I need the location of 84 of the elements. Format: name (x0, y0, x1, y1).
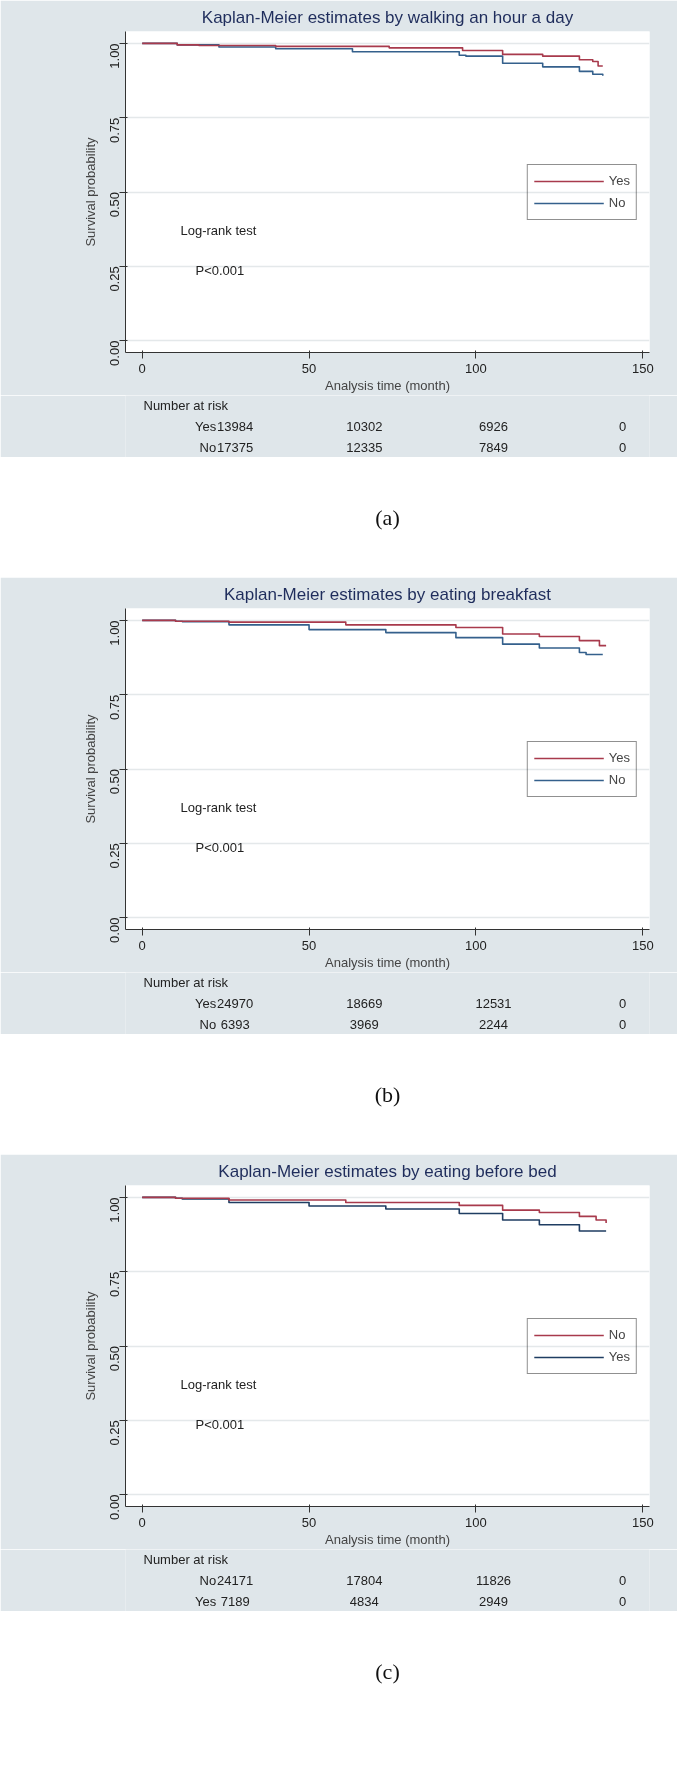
y-tick-label: 0.00 (107, 917, 122, 943)
text: 10302 (346, 419, 383, 434)
text: 2949 (479, 1593, 508, 1609)
text: No (608, 195, 627, 210)
text: (a) (375, 505, 400, 530)
text: 0 (619, 1593, 627, 1609)
x-tick-label: 0 (138, 937, 146, 953)
y-tick-label: 0.50 (107, 768, 122, 795)
y-axis-title: Survival probability (82, 713, 98, 824)
y-tick-label: 1.00 (107, 1197, 122, 1223)
x-tick-label: 50 (301, 1514, 317, 1530)
text: Yes (608, 173, 630, 188)
x-tick-label: 150 (631, 937, 654, 953)
y-tick-label: 0.75 (107, 694, 122, 720)
y-tick-label: 0.25 (107, 1420, 122, 1446)
y-tick-label: 1.00 (107, 620, 122, 646)
y-tick-label: 0.75 (107, 1271, 122, 1297)
text: No (199, 439, 217, 455)
x-tick-label: 50 (301, 937, 317, 953)
text: Number at risk (143, 975, 229, 991)
chart-title: Kaplan-Meier estimates by eating before bed (218, 1161, 557, 1181)
y-tick-label: 0.25 (107, 266, 122, 292)
text: Yes (608, 1349, 630, 1364)
y-tick-label: 0.00 (107, 340, 122, 366)
text: No (608, 772, 627, 787)
text: 12531 (475, 996, 512, 1011)
text: 12335 (346, 439, 383, 455)
text: 0 (619, 1573, 627, 1588)
text: Number at risk (143, 1552, 229, 1568)
text: Yes (194, 996, 217, 1011)
y-axis-title: Survival probability (82, 1290, 98, 1401)
text: No (199, 1016, 217, 1032)
text: Number at risk (143, 398, 229, 414)
x-tick-label: 50 (301, 360, 317, 376)
text: 0 (619, 439, 627, 455)
text: 24970 (217, 996, 254, 1011)
text: Yes (608, 750, 630, 765)
text: 7189 (220, 1593, 250, 1609)
text: 2244 (479, 1016, 508, 1032)
x-tick-label: 0 (138, 1514, 146, 1530)
text: 24171 (217, 1573, 254, 1588)
x-axis-title: Analysis time (month) (325, 954, 450, 970)
y-tick-label: 0.25 (107, 843, 122, 869)
text: 3969 (349, 1016, 379, 1032)
text: 13984 (217, 419, 254, 434)
annotation: Log-rank test (180, 799, 257, 815)
text: 7849 (479, 439, 508, 455)
text: 0 (619, 1016, 627, 1032)
annotation: P<0.001 (195, 1416, 245, 1432)
text: Yes (194, 419, 217, 434)
x-axis-title: Analysis time (month) (325, 377, 450, 393)
text: 17804 (346, 1573, 383, 1588)
text: 6393 (220, 1016, 250, 1032)
y-axis-title: Survival probability (82, 136, 98, 247)
x-tick-label: 100 (465, 360, 487, 376)
y-tick-label: 0.75 (107, 117, 122, 143)
text: 0 (619, 996, 627, 1011)
text: No (199, 1573, 217, 1588)
text: (c) (375, 1659, 400, 1684)
text: Yes (194, 1593, 217, 1609)
x-tick-label: 100 (465, 937, 487, 953)
text: 11826 (475, 1573, 512, 1588)
x-tick-label: 150 (631, 1514, 654, 1530)
annotation: P<0.001 (195, 839, 245, 855)
text: 17375 (217, 439, 254, 455)
y-tick-label: 0.50 (107, 191, 122, 218)
text: 4834 (349, 1593, 379, 1609)
annotation: Log-rank test (180, 222, 257, 238)
x-tick-label: 100 (465, 1514, 487, 1530)
text: No (608, 1327, 627, 1342)
text: 6926 (479, 419, 508, 434)
annotation: Log-rank test (180, 1376, 257, 1392)
y-tick-label: 0.00 (107, 1494, 122, 1520)
chart-title: Kaplan-Meier estimates by eating breakfast (224, 584, 552, 604)
chart-title: Kaplan-Meier estimates by walking an hour a day (201, 7, 574, 27)
text: 0 (619, 419, 627, 434)
x-axis-title: Analysis time (month) (325, 1531, 450, 1547)
x-tick-label: 0 (138, 360, 146, 376)
text: (b) (374, 1082, 401, 1107)
x-tick-label: 150 (631, 360, 654, 376)
text: 18669 (346, 996, 383, 1011)
y-tick-label: 1.00 (107, 43, 122, 69)
y-tick-label: 0.50 (107, 1345, 122, 1372)
annotation: P<0.001 (195, 262, 245, 278)
